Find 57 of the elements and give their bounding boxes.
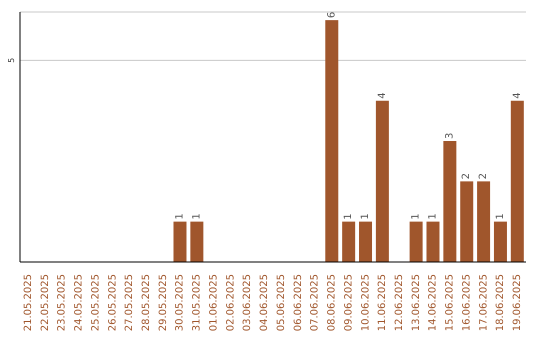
data-label: 6 [326,12,338,18]
x-tick-label: 21.05.2025 [22,274,34,332]
x-tick-label: 18.06.2025 [495,274,506,332]
x-tick-label: 06.06.2025 [292,274,304,332]
x-tick-label: 12.06.2025 [394,274,405,332]
data-label: 2 [478,172,490,180]
bar [325,20,338,262]
x-tick-label: 11.06.2025 [377,274,388,332]
bar [190,222,204,262]
data-label: 1 [494,213,506,220]
bar [426,222,440,262]
x-tick-label: 07.06.2025 [310,274,321,332]
y-tick-label: 5 [7,58,16,63]
x-tick-label: 13.06.2025 [410,274,422,332]
data-label: 4 [376,92,388,99]
x-tick-label: 19.06.2025 [512,274,524,332]
x-tick-label: 10.06.2025 [360,274,372,332]
x-tick-label: 30.05.2025 [174,274,186,332]
x-tick-label: 31.05.2025 [192,274,203,332]
bar [342,222,356,262]
bar [510,100,524,262]
x-tick-label: 23.05.2025 [56,274,68,332]
x-tick-label: 03.06.2025 [242,274,254,332]
bar [477,181,490,262]
data-label: 1 [427,213,438,220]
data-label: 1 [360,213,372,220]
data-label: 4 [512,92,523,99]
x-tick-label: 24.05.2025 [74,274,85,332]
x-tick-label: 27.05.2025 [124,274,136,332]
x-tick-label: 04.06.2025 [259,274,270,332]
data-label: 1 [174,213,186,220]
bar [410,222,423,262]
x-tick-label: 17.06.2025 [478,274,490,332]
bar [173,222,186,262]
data-label: 1 [191,213,202,220]
x-tick-label: 08.06.2025 [326,274,338,332]
data-label: 3 [444,132,456,140]
bar [494,222,507,262]
x-tick-label: 16.06.2025 [461,274,472,332]
x-tick-label: 28.05.2025 [141,274,152,332]
x-tick-label: 22.05.2025 [40,274,51,332]
x-tick-label: 05.06.2025 [276,274,287,332]
bar [376,100,389,262]
bar [460,181,474,262]
x-tick-label: 26.05.2025 [107,274,118,332]
bar [359,222,372,262]
x-tick-label: 25.05.2025 [90,274,102,332]
x-tick-label: 09.06.2025 [343,274,354,332]
x-tick-label: 14.06.2025 [428,274,439,332]
x-tick-label: 02.06.2025 [225,274,236,332]
bar [443,141,456,262]
data-label: 1 [343,213,354,220]
data-label: 1 [410,213,422,220]
data-label: 2 [461,172,472,180]
x-tick-label: 15.06.2025 [444,274,456,332]
x-tick-label: 29.05.2025 [158,274,169,332]
x-tick-label: 01.06.2025 [208,274,220,332]
